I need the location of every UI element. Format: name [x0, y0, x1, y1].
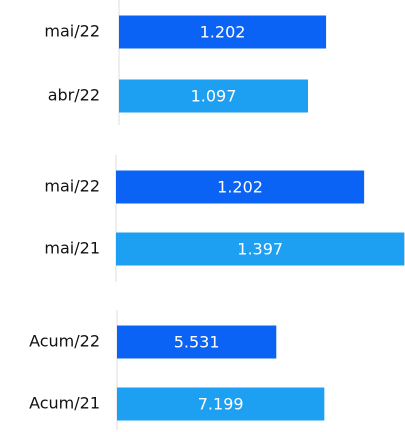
category-label: mai/22	[44, 177, 100, 196]
value-label: 1.202	[200, 23, 246, 42]
value-label: 1.397	[237, 240, 283, 259]
bar	[119, 79, 309, 113]
value-label: 5.531	[174, 333, 220, 352]
category-label: mai/21	[44, 239, 100, 258]
bar	[116, 170, 365, 204]
value-label: 7.199	[198, 395, 244, 414]
value-label: 1.202	[217, 178, 263, 197]
value-label: 1.097	[191, 87, 237, 106]
bar	[116, 232, 405, 266]
category-label: Acum/21	[29, 394, 100, 413]
category-label: mai/22	[44, 22, 100, 41]
bar	[117, 387, 325, 421]
category-label: Acum/22	[29, 332, 100, 351]
bar	[117, 325, 277, 359]
category-label: abr/22	[48, 86, 100, 105]
bar	[119, 15, 327, 49]
